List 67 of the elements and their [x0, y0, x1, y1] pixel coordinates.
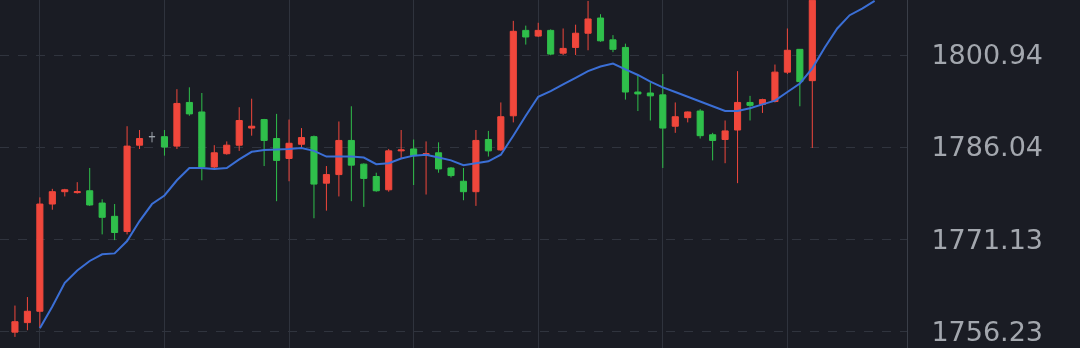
candlestick: [596, 13, 605, 43]
candlestick: [385, 148, 393, 193]
candlestick: [584, 0, 592, 51]
candlestick: [360, 162, 368, 208]
y-tick-label: 1786.04: [931, 131, 1044, 163]
candlestick: [484, 130, 492, 158]
y-tick-label: 1771.13: [931, 223, 1044, 255]
candlestick: [509, 20, 517, 123]
candlestick: [659, 73, 667, 169]
candlestick: [572, 24, 580, 56]
candlestick: [86, 167, 94, 207]
candlestick: [310, 135, 318, 219]
candlestick: [696, 108, 704, 140]
candlestick: [273, 113, 281, 202]
candlestick: [422, 140, 430, 196]
candlestick: [98, 198, 106, 235]
candlestick: [547, 28, 555, 56]
line-series: [38, 0, 876, 330]
candlestick: [734, 70, 742, 184]
candlestick: [210, 144, 218, 170]
candlestick: [322, 165, 330, 212]
candlestick: [634, 75, 642, 112]
candlestick: [771, 64, 779, 103]
candlestick: [410, 139, 418, 186]
candlestick: [621, 43, 629, 101]
y-tick-label: 1800.94: [931, 39, 1044, 71]
candlestick: [684, 110, 692, 123]
candlestick: [111, 203, 119, 241]
candlestick: [472, 129, 480, 207]
candlestick: [73, 181, 81, 195]
candlestick: [23, 296, 31, 331]
candlestick: [609, 34, 617, 53]
candlestick: [173, 88, 181, 150]
candlestick: [148, 131, 156, 143]
candlestick: [48, 188, 56, 211]
candlestick: [559, 27, 567, 56]
candlestick: [534, 22, 542, 38]
candlestick: [522, 25, 530, 46]
candlestick: [372, 172, 380, 193]
candlestick: [709, 132, 717, 161]
candlestick: [796, 48, 804, 107]
candlestick: [123, 125, 131, 235]
candlestick: [646, 82, 654, 121]
candlestick: [746, 95, 754, 121]
candlestick: [198, 92, 206, 181]
candlestick: [497, 101, 505, 152]
candlestick: [783, 27, 791, 75]
candlestick: [397, 129, 405, 159]
candlestick: [285, 119, 293, 182]
candlestick: [260, 118, 268, 167]
candlestick: [347, 105, 355, 202]
candlestick: [447, 166, 455, 178]
candlestick: [297, 127, 306, 150]
candlestick: [808, 0, 816, 149]
candlestick: [185, 86, 193, 117]
candlestick: [223, 140, 231, 156]
candlestick: [671, 101, 679, 134]
candlestick: [135, 129, 144, 150]
candlestick: [721, 119, 729, 164]
candlestick: [160, 129, 169, 157]
candlestick: [335, 120, 343, 197]
candlestick: [235, 106, 243, 152]
y-tick-label: 1756.23: [931, 315, 1044, 347]
candlestick: [11, 305, 19, 338]
candlestick: [248, 98, 256, 137]
candlestick: [459, 167, 468, 201]
candlestick: [61, 188, 69, 197]
